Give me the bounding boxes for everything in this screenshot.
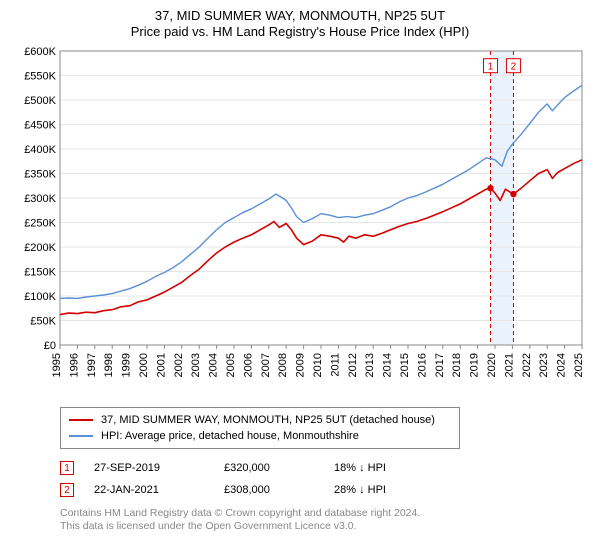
svg-text:£550K: £550K [24, 71, 56, 83]
legend-item: HPI: Average price, detached house, Monm… [69, 428, 451, 444]
sale-point-date: 22-JAN-2021 [94, 484, 224, 496]
svg-text:2004: 2004 [208, 353, 220, 377]
svg-text:2: 2 [511, 62, 517, 73]
svg-text:2006: 2006 [242, 353, 254, 377]
svg-text:£50K: £50K [30, 316, 56, 328]
legend-label: 37, MID SUMMER WAY, MONMOUTH, NP25 5UT (… [101, 414, 435, 426]
svg-text:2000: 2000 [138, 353, 150, 377]
svg-text:2013: 2013 [364, 353, 376, 377]
chart-svg: £0 £50K £100K £150K £200K £250K £300K £350K £400… [12, 45, 588, 395]
sale-point-diff: 28% ↓ HPI [334, 484, 434, 496]
svg-text:1995: 1995 [51, 353, 63, 377]
svg-text:2018: 2018 [451, 353, 463, 377]
chart-container: 37, MID SUMMER WAY, MONMOUTH, NP25 5UT P… [0, 0, 600, 560]
legend-swatch [69, 435, 93, 437]
svg-text:2023: 2023 [538, 353, 550, 377]
svg-text:2020: 2020 [486, 353, 498, 377]
svg-text:£400K: £400K [24, 144, 56, 156]
legend-swatch [69, 419, 93, 421]
svg-text:£450K: £450K [24, 120, 56, 132]
svg-text:£350K: £350K [24, 169, 56, 181]
footnote: Contains HM Land Registry data © Crown c… [60, 507, 588, 533]
svg-text:2016: 2016 [416, 353, 428, 377]
svg-text:2015: 2015 [399, 353, 411, 377]
svg-text:2019: 2019 [469, 353, 481, 377]
legend-item: 37, MID SUMMER WAY, MONMOUTH, NP25 5UT (… [69, 412, 451, 428]
svg-text:2008: 2008 [277, 353, 289, 377]
chart-title-address: 37, MID SUMMER WAY, MONMOUTH, NP25 5UT [12, 8, 588, 23]
sale-point-table: 1 27-SEP-2019£320,00018% ↓ HPI 2 22-JAN-202… [60, 457, 588, 501]
footnote-line: Contains HM Land Registry data © Crown c… [60, 507, 588, 520]
svg-text:2010: 2010 [312, 353, 324, 377]
legend: 37, MID SUMMER WAY, MONMOUTH, NP25 5UT (… [60, 407, 460, 449]
svg-text:2021: 2021 [503, 353, 515, 377]
svg-text:2014: 2014 [382, 353, 394, 377]
svg-text:£500K: £500K [24, 95, 56, 107]
svg-text:2022: 2022 [521, 353, 533, 377]
svg-text:£100K: £100K [24, 291, 56, 303]
svg-text:2025: 2025 [573, 353, 585, 377]
svg-text:1998: 1998 [103, 353, 115, 377]
chart-title-sub: Price paid vs. HM Land Registry's House … [12, 24, 588, 39]
svg-text:2012: 2012 [347, 353, 359, 377]
svg-text:1: 1 [488, 62, 494, 73]
svg-text:£600K: £600K [24, 46, 56, 58]
svg-text:£0: £0 [44, 340, 56, 352]
sale-point-row: 2 22-JAN-2021£308,00028% ↓ HPI [60, 479, 588, 501]
footnote-line: This data is licensed under the Open Gov… [60, 520, 588, 533]
legend-label: HPI: Average price, detached house, Monm… [101, 430, 359, 442]
sale-point-row: 1 27-SEP-2019£320,00018% ↓ HPI [60, 457, 588, 479]
svg-text:£150K: £150K [24, 267, 56, 279]
svg-text:£250K: £250K [24, 218, 56, 230]
svg-text:£300K: £300K [24, 193, 56, 205]
svg-text:2005: 2005 [225, 353, 237, 377]
svg-text:2007: 2007 [260, 353, 272, 377]
svg-text:1997: 1997 [86, 353, 98, 377]
svg-text:£200K: £200K [24, 242, 56, 254]
chart-plot: £0 £50K £100K £150K £200K £250K £300K £350K £400… [12, 45, 588, 395]
sale-point-price: £320,000 [224, 462, 334, 474]
svg-text:1999: 1999 [121, 353, 133, 377]
svg-text:2002: 2002 [173, 353, 185, 377]
sale-point-date: 27-SEP-2019 [94, 462, 224, 474]
svg-text:2017: 2017 [434, 353, 446, 377]
svg-text:2024: 2024 [556, 353, 568, 377]
svg-text:1996: 1996 [68, 353, 80, 377]
sale-point-marker: 2 [60, 483, 74, 497]
sale-point-diff: 18% ↓ HPI [334, 462, 434, 474]
sale-point-price: £308,000 [224, 484, 334, 496]
svg-text:2011: 2011 [329, 353, 341, 377]
svg-text:2009: 2009 [295, 353, 307, 377]
svg-text:2001: 2001 [155, 353, 167, 377]
svg-text:2003: 2003 [190, 353, 202, 377]
sale-point-marker: 1 [60, 461, 74, 475]
